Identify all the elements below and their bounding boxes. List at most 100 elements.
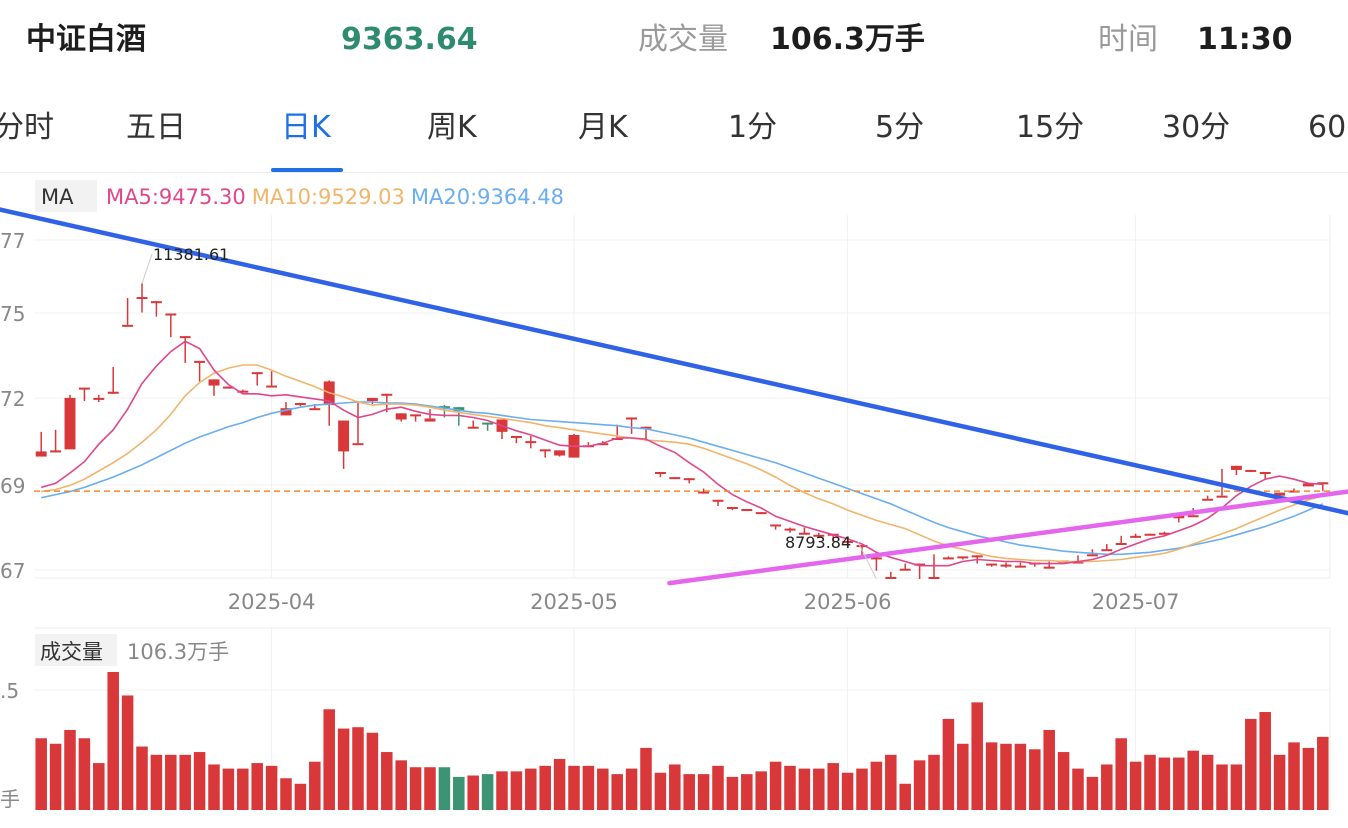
volume-bar [870, 761, 883, 810]
candle-body [539, 449, 551, 452]
candle-body [1288, 490, 1300, 493]
volume-grid [34, 627, 1331, 810]
volume-bar [1000, 743, 1012, 810]
volume-bar [568, 765, 580, 810]
volume-bar [1115, 738, 1127, 810]
candle-body [654, 471, 666, 474]
volume-bar [611, 774, 623, 810]
candle-body [856, 545, 868, 548]
ma5-line [40, 340, 1323, 567]
volume-bar [1101, 764, 1113, 810]
candle-body [237, 390, 249, 393]
tab-intraday[interactable]: 分时 [0, 110, 54, 145]
volume-bar [827, 763, 839, 810]
volume-bar [597, 768, 609, 810]
ma20-legend-label: MA20:9364.48 [411, 185, 564, 209]
volume-bar [625, 768, 638, 810]
tab-weekly-k[interactable]: 周K [427, 110, 477, 145]
candle-body [1158, 532, 1170, 535]
volume-tick-label: .5 [0, 679, 19, 703]
tab-60min[interactable]: 60 [1308, 110, 1347, 145]
tab-five-day[interactable]: 五日 [126, 110, 186, 145]
volume-bar [1158, 757, 1171, 810]
candle-body [208, 379, 220, 386]
volume-bar [683, 774, 695, 810]
candle-body [1202, 498, 1214, 501]
candle-body [755, 512, 767, 515]
candle-body [78, 387, 90, 390]
volume-bar [1187, 750, 1199, 810]
candle-body [899, 568, 911, 571]
candle-body [438, 406, 450, 409]
candle-body [395, 413, 407, 420]
price-tick-label: 67 [0, 559, 25, 583]
candle-body [309, 408, 321, 411]
volume-bar [366, 732, 379, 810]
date-tick-label: 2025-04 [228, 590, 316, 614]
volume-unit-label: 手 [0, 787, 20, 811]
candle-body [568, 434, 580, 458]
candle-body [1230, 465, 1242, 470]
tab-monthly-k[interactable]: 月K [578, 110, 628, 145]
candle-body [827, 533, 839, 536]
volume-bar [741, 774, 753, 810]
volume-legend-badge [35, 634, 117, 666]
ma-legend: MA MA5:9475.30 MA10:9529.03 MA20:9364.48 [35, 180, 564, 212]
candle-body [280, 408, 292, 416]
candle-body [870, 557, 882, 560]
candle-body [928, 576, 940, 580]
volume-bar [654, 772, 667, 810]
time-label: 时间 [1098, 22, 1158, 57]
volume-bar [265, 765, 278, 810]
volume-bar [755, 771, 767, 810]
volume-bars [35, 672, 1329, 810]
tab-5min[interactable]: 5分 [875, 110, 925, 145]
date-tick-label: 2025-06 [804, 590, 892, 614]
candle-body [842, 540, 854, 543]
candle-body [410, 414, 422, 417]
price-grid [34, 215, 1331, 579]
candle-body [1101, 549, 1113, 552]
index-name: 中证白酒 [26, 22, 146, 57]
volume-bar [337, 728, 350, 810]
candle-body [669, 477, 681, 480]
volume-bar [381, 752, 393, 810]
volume-bar [251, 763, 263, 810]
candle-body [107, 391, 119, 394]
volume-bar [1273, 754, 1286, 810]
candle-body [971, 555, 983, 558]
candle-body [813, 534, 825, 537]
ma-legend-title: MA [41, 185, 74, 209]
volume-bar [856, 768, 868, 810]
volume-bar [1144, 754, 1156, 810]
candle-body [496, 419, 508, 432]
volume-bar [813, 768, 825, 810]
tab-30min[interactable]: 30分 [1162, 110, 1231, 145]
tab-15min[interactable]: 15分 [1016, 110, 1085, 145]
volume-bar [582, 765, 595, 810]
tab-daily-k[interactable]: 日K [281, 110, 331, 145]
candle-body [64, 397, 76, 450]
ma-legend-badge [35, 180, 97, 212]
volume-bar [309, 761, 321, 810]
candle-body [482, 422, 494, 425]
tab-1min[interactable]: 1分 [728, 110, 778, 145]
trendlines [0, 207, 1348, 586]
candle-body [338, 420, 350, 452]
volume-legend-value: 106.3万手 [127, 640, 229, 664]
price-tick-label: 77 [0, 229, 25, 253]
volume-bar [957, 743, 969, 810]
volume-bar [985, 742, 998, 810]
volume-bar [928, 754, 940, 810]
volume-bar [481, 774, 494, 810]
volume-bar [1201, 754, 1214, 810]
candle-body [698, 491, 710, 494]
volume-bar [1230, 764, 1243, 810]
resistance-trendline [0, 207, 1348, 516]
candle-body [1058, 560, 1070, 563]
candle-body [136, 297, 148, 300]
candle-body [366, 397, 378, 401]
volume-bar [1086, 776, 1099, 810]
candle-body [914, 563, 926, 566]
candle-body [1317, 482, 1329, 485]
